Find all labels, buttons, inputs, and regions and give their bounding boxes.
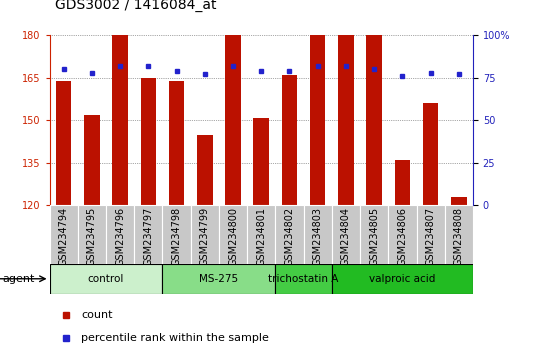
Bar	[78, 205, 106, 264]
Bar	[50, 205, 78, 264]
Bar	[84, 115, 100, 354]
Bar	[247, 205, 276, 264]
Bar	[338, 27, 354, 354]
Text: GSM234805: GSM234805	[369, 207, 379, 266]
Text: GSM234808: GSM234808	[454, 207, 464, 266]
Bar	[451, 197, 466, 354]
Text: GDS3002 / 1416084_at: GDS3002 / 1416084_at	[55, 0, 217, 12]
Bar	[56, 81, 72, 354]
Text: GSM234802: GSM234802	[284, 207, 294, 266]
Bar	[112, 7, 128, 354]
Bar	[332, 264, 473, 294]
Bar	[388, 205, 416, 264]
Bar	[423, 103, 438, 354]
Text: GSM234794: GSM234794	[59, 207, 69, 266]
Bar	[134, 205, 162, 264]
Text: GSM234799: GSM234799	[200, 207, 210, 266]
Text: MS-275: MS-275	[199, 274, 239, 284]
Bar	[106, 205, 134, 264]
Bar	[254, 118, 269, 354]
Bar	[332, 205, 360, 264]
Text: GSM234801: GSM234801	[256, 207, 266, 266]
Bar	[366, 35, 382, 354]
Bar	[141, 78, 156, 354]
Bar	[282, 75, 297, 354]
Text: GSM234797: GSM234797	[144, 207, 153, 266]
Bar	[226, 35, 241, 354]
Text: GSM234795: GSM234795	[87, 207, 97, 266]
Bar	[162, 205, 191, 264]
Bar	[395, 160, 410, 354]
Bar	[162, 264, 276, 294]
Bar	[416, 205, 445, 264]
Text: GSM234800: GSM234800	[228, 207, 238, 266]
Text: GSM234796: GSM234796	[115, 207, 125, 266]
Text: trichostatin A: trichostatin A	[268, 274, 339, 284]
Text: count: count	[81, 309, 113, 320]
Bar	[276, 264, 332, 294]
Bar	[191, 205, 219, 264]
Text: GSM234804: GSM234804	[341, 207, 351, 266]
Bar	[197, 135, 212, 354]
Bar	[219, 205, 247, 264]
Text: GSM234798: GSM234798	[172, 207, 182, 266]
Text: percentile rank within the sample: percentile rank within the sample	[81, 332, 269, 343]
Text: GSM234807: GSM234807	[426, 207, 436, 266]
Bar	[445, 205, 473, 264]
Bar	[360, 205, 388, 264]
Bar	[50, 264, 162, 294]
Bar	[169, 81, 184, 354]
Bar	[310, 7, 326, 354]
Bar	[276, 205, 304, 264]
Text: valproic acid: valproic acid	[369, 274, 436, 284]
Text: control: control	[88, 274, 124, 284]
Text: agent: agent	[3, 274, 35, 284]
Text: GSM234806: GSM234806	[398, 207, 408, 266]
Text: GSM234803: GSM234803	[313, 207, 323, 266]
Bar	[304, 205, 332, 264]
